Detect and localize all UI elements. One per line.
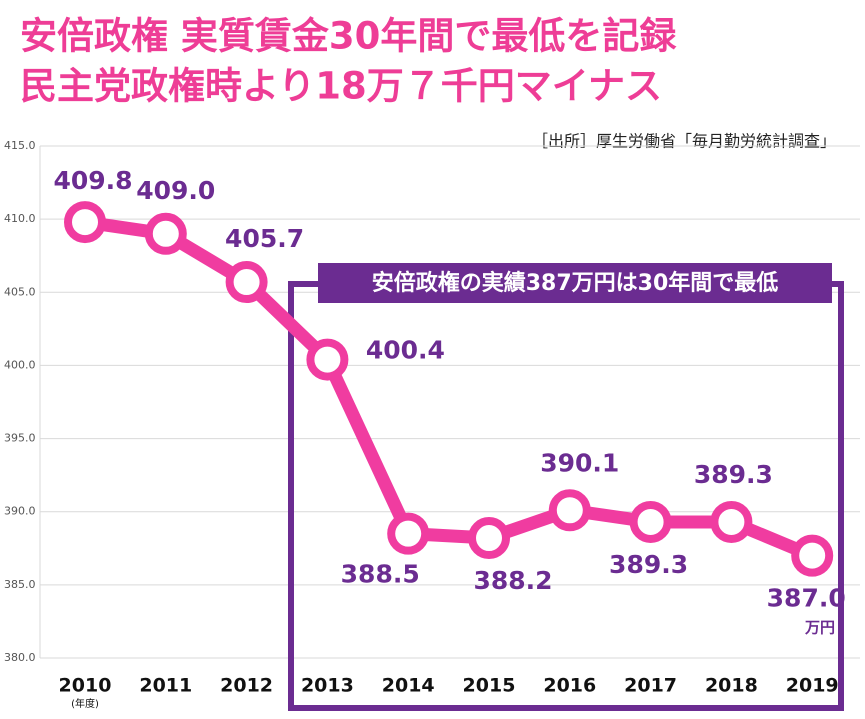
y-tick-label: 415.0	[4, 139, 36, 152]
y-tick-label: 385.0	[4, 578, 36, 591]
source: ［出所］厚生労働省「毎月勤労統計調査」	[532, 132, 836, 151]
value-label: 387.0	[767, 584, 846, 613]
x-tick-label: 2010	[59, 675, 112, 697]
x-tick-label: 2013	[301, 675, 354, 697]
value-label: 400.4	[366, 336, 445, 365]
point	[387, 512, 430, 555]
x-tick-label: 2012	[220, 675, 273, 697]
x-tick-label: 2018	[705, 675, 758, 697]
point	[710, 500, 753, 543]
point	[144, 212, 187, 255]
value-label: 409.8	[53, 166, 132, 195]
value-label: 409.0	[136, 176, 215, 205]
y-tick-label: 380.0	[4, 651, 36, 664]
point	[791, 534, 834, 577]
point	[64, 201, 106, 244]
y-tick-label: 395.0	[4, 432, 36, 445]
value-label: 388.2	[473, 566, 552, 595]
x-tick-label: 2016	[543, 675, 596, 697]
point	[225, 261, 268, 304]
point	[629, 500, 672, 543]
value-label: 389.3	[694, 460, 773, 489]
value-label: 388.5	[341, 560, 420, 589]
annotation: 安倍政権の実績387万円は30年間で最低	[372, 270, 779, 296]
x-tick-label: 2015	[463, 675, 516, 697]
value-label: 405.7	[225, 224, 304, 253]
chart-subtitle: 民主党政権時より18万７千円マイナス	[20, 65, 662, 108]
unit-label: 万円	[804, 619, 835, 637]
x-tick-label: 2019	[786, 675, 839, 697]
annotation-box	[318, 263, 832, 303]
value-label: 390.1	[540, 448, 619, 477]
chart-title: 安倍政権 実質賃金30年間で最低を記録	[20, 15, 677, 58]
line	[84, 215, 815, 562]
value-label: 389.3	[609, 550, 688, 579]
x-tick-label: 2017	[624, 675, 677, 697]
y-tick-label: 410.0	[4, 212, 36, 225]
y-tick-label: 400.0	[4, 358, 36, 371]
point	[306, 338, 349, 381]
y-tick-label: 390.0	[4, 505, 36, 518]
point	[468, 517, 510, 560]
point	[548, 489, 591, 532]
x-note: (年度)	[71, 697, 99, 710]
x-tick-label: 2014	[382, 675, 435, 697]
y-tick-label: 405.0	[4, 285, 36, 298]
x-tick-label: 2011	[139, 675, 192, 697]
